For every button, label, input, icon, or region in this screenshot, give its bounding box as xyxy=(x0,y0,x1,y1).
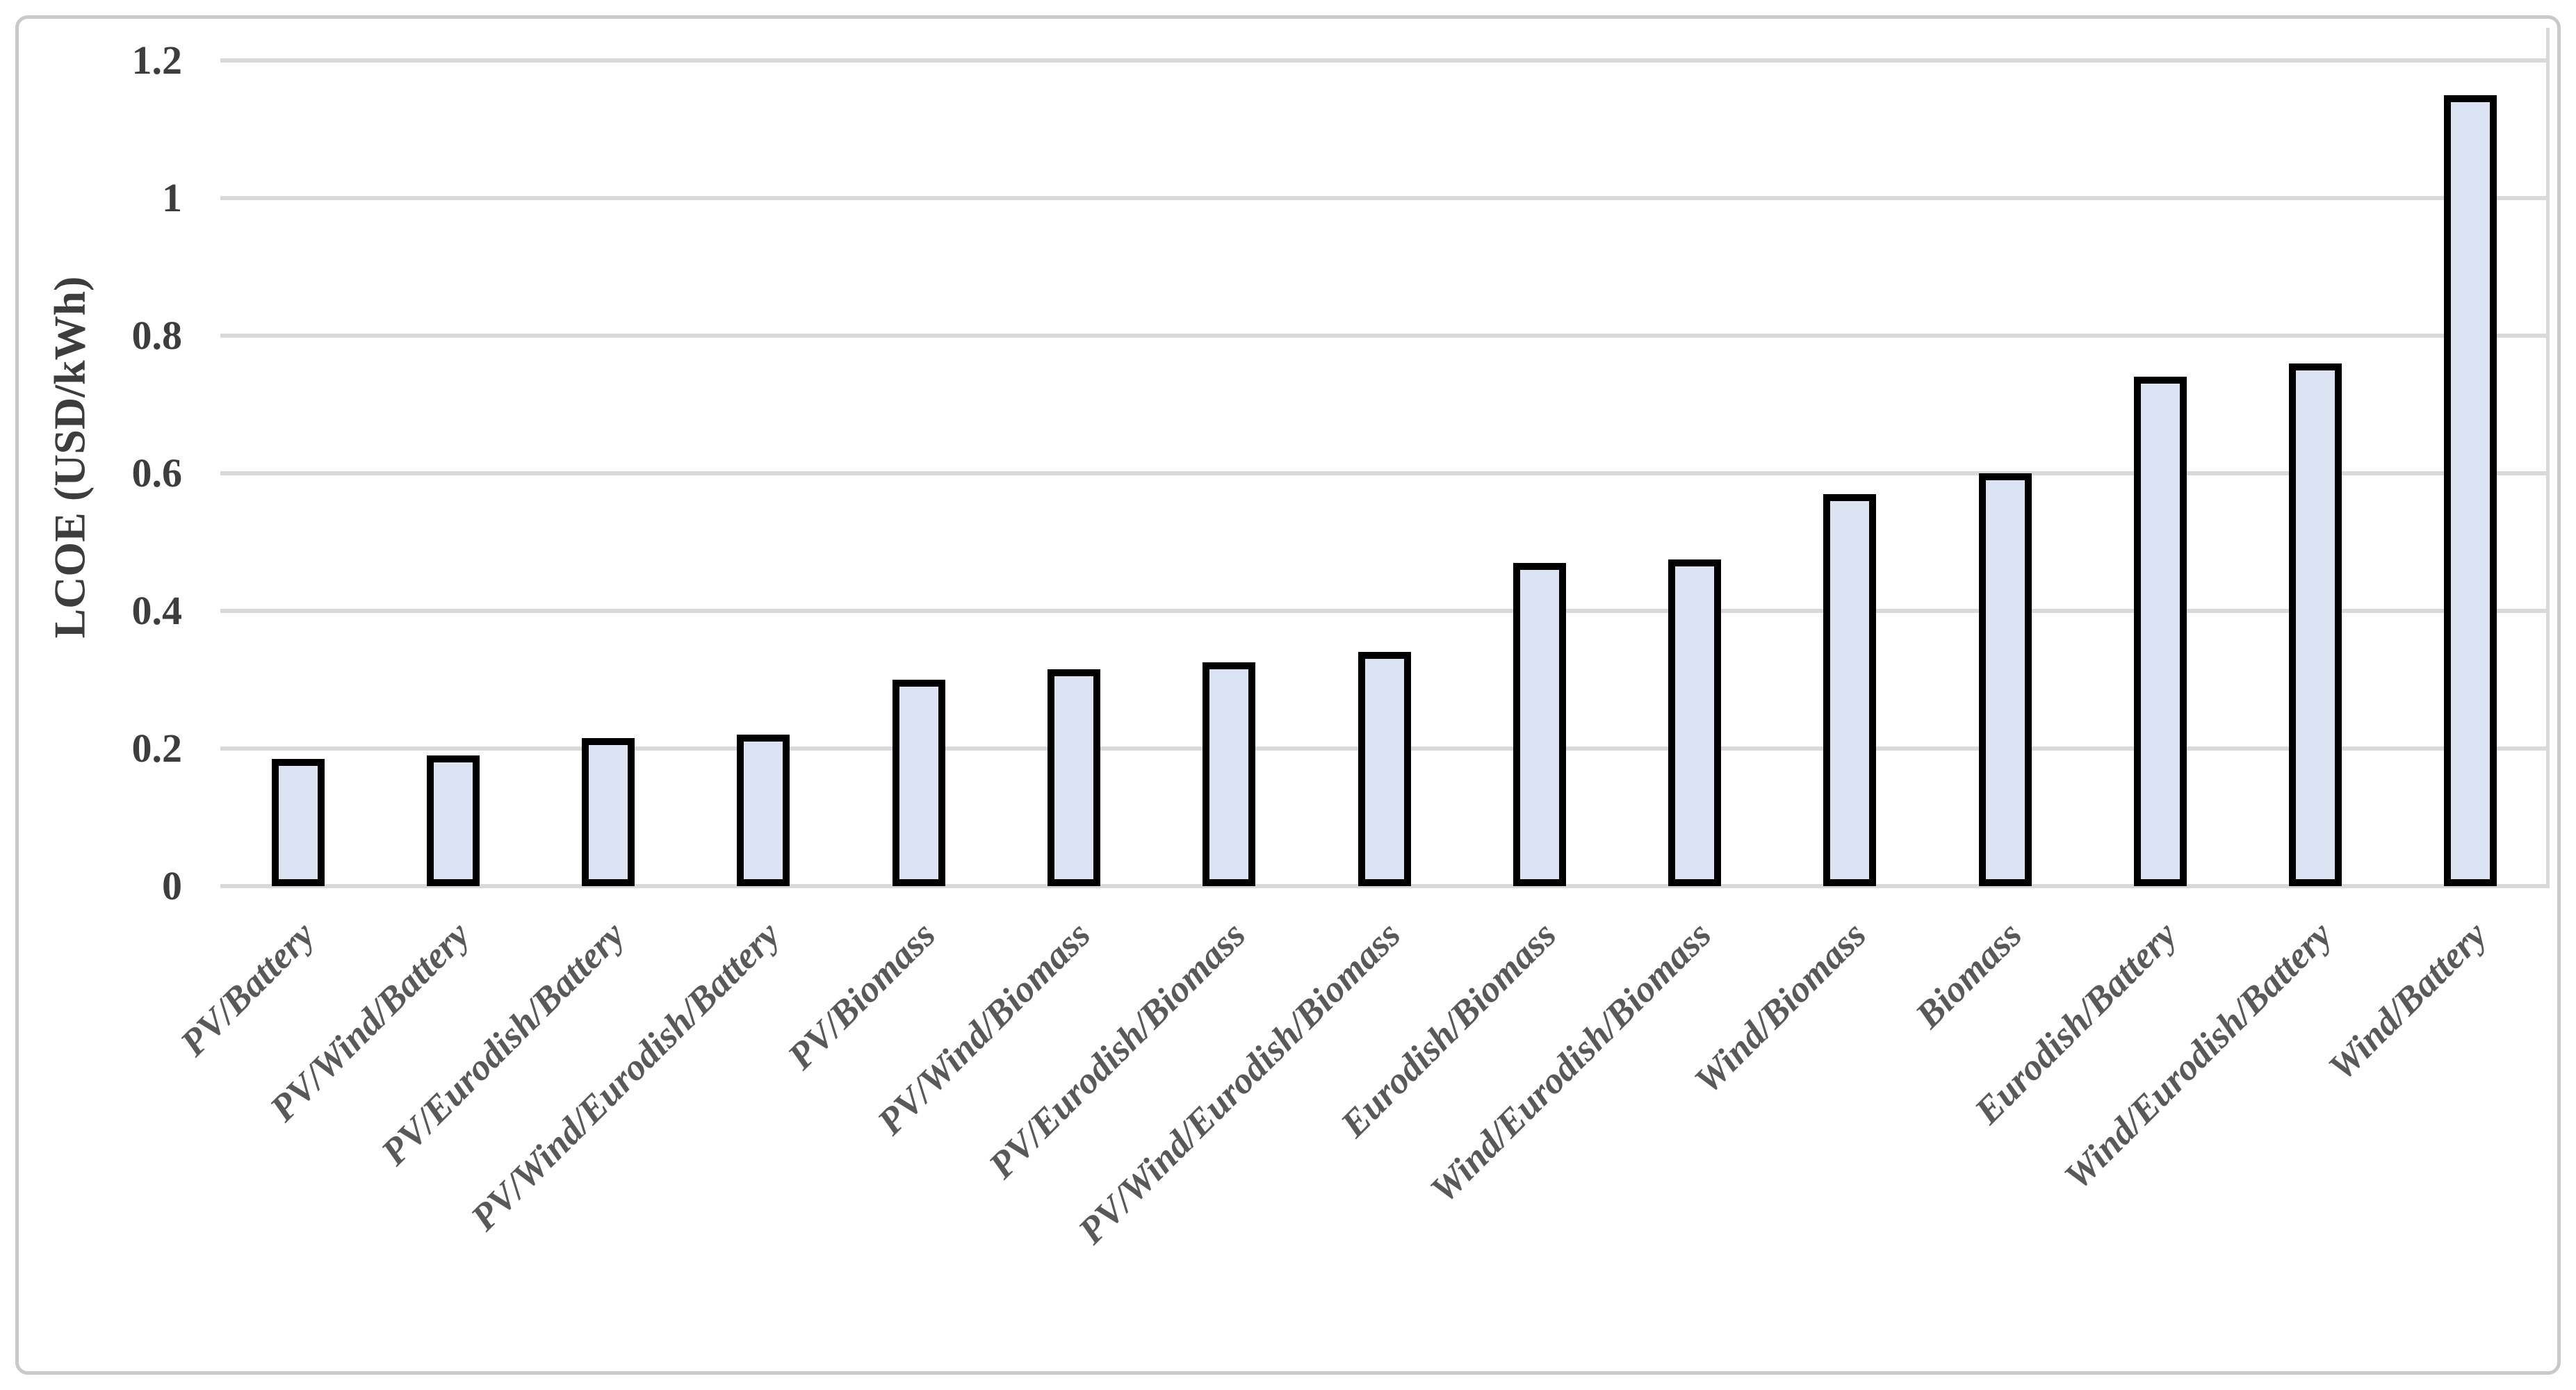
y-tick-label-0.2: 0.2 xyxy=(131,726,183,771)
y-tick-label-0.4: 0.4 xyxy=(131,588,183,633)
gridline-y-0.4 xyxy=(220,609,2548,613)
bar-Wind/Battery xyxy=(2444,95,2497,886)
y-tick-label-0: 0 xyxy=(162,863,182,908)
category-label-PV/Biomass: PV/Biomass xyxy=(779,913,943,1078)
bar-Biomass xyxy=(1978,473,2032,886)
bar-Wind/Eurodish/Battery xyxy=(2289,363,2342,886)
bar-PV/Biomass xyxy=(892,680,945,886)
category-label-Wind/Eurodish/Battery: Wind/Eurodish/Battery xyxy=(2056,913,2340,1197)
bar-PV/Wind/Biomass xyxy=(1047,669,1100,886)
bar-Eurodish/Biomass xyxy=(1513,562,1566,886)
bar-PV/Wind/Eurodish/Battery xyxy=(737,735,790,886)
bar-Wind/Eurodish/Biomass xyxy=(1668,559,1722,886)
y-tick-label-0.6: 0.6 xyxy=(131,450,183,496)
gridline-y-0 xyxy=(220,884,2548,888)
bar-PV/Eurodish/Battery xyxy=(582,738,635,886)
y-tick-label-1.2: 1.2 xyxy=(131,38,183,83)
gridline-y-0.6 xyxy=(220,471,2548,475)
gridline-y-0.8 xyxy=(220,334,2548,338)
bar-Wind/Biomass xyxy=(1823,493,1877,886)
y-tick-label-1: 1 xyxy=(162,175,182,220)
category-label-Wind/Eurodish/Biomass: Wind/Eurodish/Biomass xyxy=(1421,913,1720,1211)
bar-PV/Eurodish/Biomass xyxy=(1203,662,1256,886)
category-label-Wind/Battery: Wind/Battery xyxy=(2320,913,2495,1088)
bar-Eurodish/Battery xyxy=(2133,377,2187,886)
gridline-y-1 xyxy=(220,196,2548,200)
category-label-Biomass: Biomass xyxy=(1907,913,2030,1036)
bar-PV/Battery xyxy=(271,758,325,886)
category-label-PV/Wind/Eurodish/Battery: PV/Wind/Eurodish/Battery xyxy=(462,913,788,1239)
bar-PV/Wind/Battery xyxy=(426,755,480,886)
bar-PV/Wind/Eurodish/Biomass xyxy=(1358,652,1411,886)
plot-right-border xyxy=(2546,28,2550,888)
gridline-y-1.2 xyxy=(220,58,2548,63)
category-label-PV/Eurodish/Biomass: PV/Eurodish/Biomass xyxy=(980,913,1254,1187)
y-tick-label-0.8: 0.8 xyxy=(131,313,183,358)
category-label-PV/Battery: PV/Battery xyxy=(172,913,323,1064)
category-label-PV/Wind/Eurodish/Biomass: PV/Wind/Eurodish/Biomass xyxy=(1070,913,1409,1252)
y-axis-title: LCOE (USD/kWh) xyxy=(44,276,94,638)
